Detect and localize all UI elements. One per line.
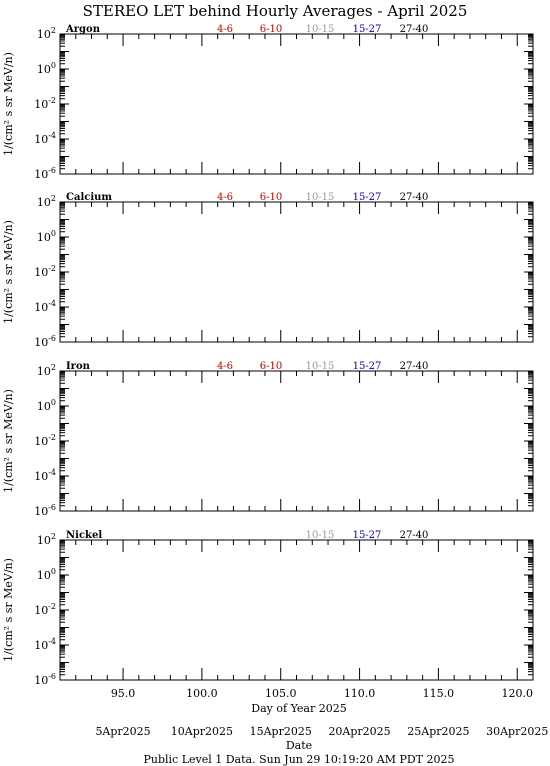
x-tick-label: 110.0 <box>344 687 376 700</box>
legend-entry: 10-15 <box>306 24 335 35</box>
date-tick-label: 5Apr2025 <box>95 725 150 738</box>
legend-entry: 6-10 <box>260 361 282 372</box>
y-tick-label: 100 <box>37 61 56 76</box>
legend-entry: 4-6 <box>217 361 233 372</box>
y-tick-label: 10-2 <box>34 96 56 111</box>
legend-entry: 27-40 <box>400 24 429 35</box>
y-tick-label: 100 <box>37 567 56 582</box>
y-tick-label: 10-6 <box>34 334 56 349</box>
x-axis: 95.0 100.0 105.0 110.0 115.0 120.0 <box>111 687 533 700</box>
panel-label: Calcium <box>66 192 112 203</box>
legend-entry: 4-6 <box>217 24 233 35</box>
x-tick-label: 100.0 <box>186 687 218 700</box>
plot-frame <box>59 539 534 681</box>
panel-label: Argon <box>65 24 101 35</box>
y-axis-label: 1/(cm² s sr MeV/n) <box>2 220 15 324</box>
y-tick-label: 100 <box>37 229 56 244</box>
date-tick-label: 30Apr2025 <box>486 725 548 738</box>
legend-entry: 27-40 <box>400 530 429 541</box>
panel-iron: 102 100 10-2 10-4 10-6 1/(cm² s sr MeV/n) Iron… <box>2 361 534 518</box>
footer-text: Public Level 1 Data. Sun Jun 29 10:19:20… <box>143 753 454 766</box>
y-tick-label: 102 <box>37 532 56 547</box>
x-axis-label: Day of Year 2025 <box>251 702 346 715</box>
x-tick-label: 105.0 <box>265 687 297 700</box>
chart-title: STEREO LET behind Hourly Averages - Apri… <box>83 2 468 20</box>
date-tick-label: 10Apr2025 <box>171 725 233 738</box>
legend-entry: 15-27 <box>353 192 382 203</box>
plot-frame <box>59 201 534 343</box>
y-tick-label: 10-4 <box>34 299 56 314</box>
legend-entry: 6-10 <box>260 24 282 35</box>
legend-entry: 4-6 <box>217 192 233 203</box>
legend-entry: 27-40 <box>400 192 429 203</box>
legend-entry: 10-15 <box>306 530 335 541</box>
date-tick-label: 15Apr2025 <box>250 725 312 738</box>
y-tick-label: 102 <box>37 194 56 209</box>
panel-label: Nickel <box>66 530 102 541</box>
y-axis-label: 1/(cm² s sr MeV/n) <box>2 558 15 662</box>
legend-entry: 15-27 <box>353 361 382 372</box>
date-tick-label: 25Apr2025 <box>407 725 469 738</box>
y-axis-label: 1/(cm² s sr MeV/n) <box>2 52 15 156</box>
panel-calcium: 102 100 10-2 10-4 10-6 1/(cm² s sr MeV/n) Calc… <box>2 192 534 349</box>
y-tick-label: 10-6 <box>34 503 56 518</box>
y-tick-label: 10-4 <box>34 637 56 652</box>
y-tick-label: 102 <box>37 26 56 41</box>
y-tick-label: 10-4 <box>34 468 56 483</box>
x-tick-label: 95.0 <box>111 687 136 700</box>
panels: 102 100 10-2 10-4 10-6 1/(cm² s sr MeV/n) Argo… <box>2 24 534 687</box>
y-tick-label: 10-6 <box>34 166 56 181</box>
legend-entry: 27-40 <box>400 361 429 372</box>
legend-entry: 10-15 <box>306 361 335 372</box>
legend-entry: 10-15 <box>306 192 335 203</box>
date-axis-label: Date <box>286 739 312 752</box>
x-tick-label: 120.0 <box>501 687 533 700</box>
date-axis: 5Apr2025 10Apr2025 15Apr2025 20Apr2025 25Apr… <box>95 725 548 738</box>
plot-frame <box>59 370 534 512</box>
y-axis-label: 1/(cm² s sr MeV/n) <box>2 389 15 493</box>
y-tick-label: 100 <box>37 398 56 413</box>
plot-frame <box>59 33 534 175</box>
y-tick-label: 10-6 <box>34 672 56 687</box>
legend-entry: 6-10 <box>260 192 282 203</box>
y-tick-label: 10-4 <box>34 131 56 146</box>
y-tick-label: 10-2 <box>34 433 56 448</box>
y-tick-label: 10-2 <box>34 264 56 279</box>
date-tick-label: 20Apr2025 <box>328 725 390 738</box>
legend-entry: 15-27 <box>353 530 382 541</box>
x-tick-label: 115.0 <box>423 687 455 700</box>
y-tick-label: 102 <box>37 363 56 378</box>
panel-argon: 102 100 10-2 10-4 10-6 1/(cm² s sr MeV/n) Argo… <box>2 24 534 181</box>
panel-nickel: 102 100 10-2 10-4 10-6 1/(cm² s sr MeV/n) Nick… <box>2 530 534 687</box>
panel-label: Iron <box>66 361 91 372</box>
legend-entry: 15-27 <box>353 24 382 35</box>
y-tick-label: 10-2 <box>34 602 56 617</box>
